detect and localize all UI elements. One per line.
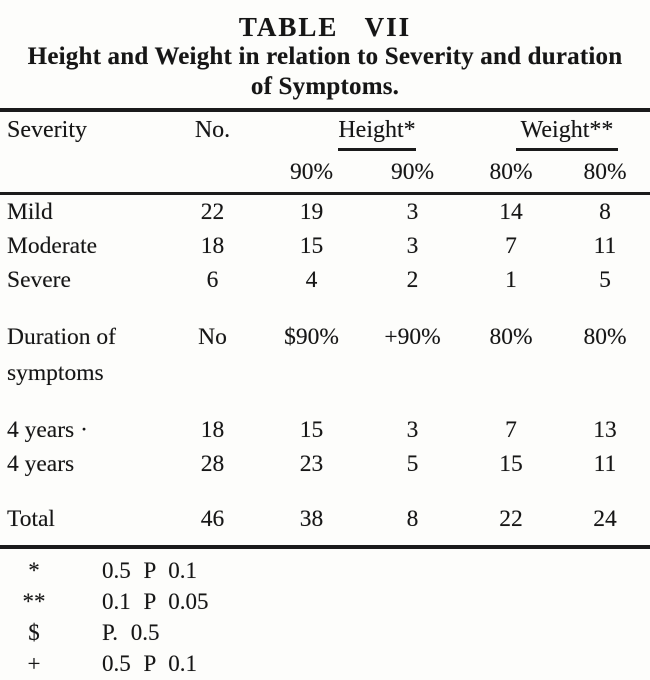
row-label: Total (7, 506, 55, 532)
subheader-empty (0, 157, 165, 187)
cell-weight-80-1: 1 (505, 267, 517, 293)
weight-group-underline (516, 148, 618, 151)
column-group-height-label: Height* (338, 117, 416, 143)
subheader-weight-80-2: 80% (583, 158, 627, 185)
cell-weight-80-1: 7 (505, 417, 517, 443)
cell-height-90-2: 3 (406, 199, 419, 225)
cell-weight-80-2: 8 (599, 199, 611, 225)
cell-weight-80-2: 24 (593, 506, 617, 532)
row-label: 4 years · (7, 417, 88, 443)
subheader-height-90-2: 90% (390, 158, 435, 185)
cell-weight-80-2: 11 (593, 233, 617, 259)
table-top-rule (0, 108, 650, 112)
column-group-height: Height* (260, 114, 462, 151)
cell-no: 6 (206, 267, 219, 293)
cell-weight-80-2: 13 (593, 417, 617, 443)
cell-weight-80-2: 5 (599, 267, 611, 293)
footnote-symbol: $ (28, 620, 40, 645)
cell-height-90-2: 5 (406, 451, 419, 477)
footnote-dollar: $ P. 0.5 (0, 617, 650, 648)
table-row-moderate: Moderate 18 15 3 7 11 (0, 229, 650, 263)
cell-height-90-2: 3 (406, 233, 419, 259)
duration-header-weight-1: 80% (489, 324, 533, 350)
table-subtitle-line1: Height and Weight in relation to Severit… (27, 43, 623, 70)
duration-label-line1: Duration of (7, 324, 116, 350)
table-row-4years-under: 4 years · 18 15 3 7 13 (0, 413, 650, 447)
table-header-row: Severity No. Height* Weight** (0, 114, 650, 151)
table-title: TABLE VII (238, 12, 412, 42)
table-bottom-rule (0, 545, 650, 549)
cell-height-90-2: 3 (406, 417, 419, 443)
duration-section-header-row: Duration of symptoms No $90% +90% 80% 80… (0, 319, 650, 391)
cell-height-90-1: 15 (299, 417, 324, 443)
row-label: Severe (7, 267, 71, 293)
row-label: Moderate (7, 233, 98, 259)
cell-no: 18 (200, 233, 225, 259)
table-row-4years-over: 4 years 28 23 5 15 11 (0, 447, 650, 481)
cell-height-90-1: 19 (299, 199, 324, 225)
table-subtitle-line2: of Symptoms. (250, 73, 400, 100)
duration-header-weight-2: 80% (583, 324, 627, 350)
footnotes: * 0.5 P 0.1 ** 0.1 P 0.05 $ P. 0.5 + 0.5… (0, 555, 650, 679)
footnote-text: 0.5 P 0.1 (102, 651, 197, 676)
table-row-total: Total 46 38 8 22 24 (0, 501, 650, 537)
footnote-asterisk: * 0.5 P 0.1 (0, 555, 650, 586)
footnote-double-asterisk: ** 0.1 P 0.05 (0, 586, 650, 617)
cell-height-90-1: 38 (299, 506, 324, 532)
cell-height-90-1: 23 (299, 451, 324, 477)
cell-height-90-2: 8 (406, 506, 419, 532)
cell-weight-80-1: 14 (499, 199, 523, 225)
column-group-weight-label: Weight** (520, 117, 614, 143)
header-divider-rule (0, 191, 650, 195)
cell-weight-80-2: 11 (593, 451, 617, 477)
cell-weight-80-1: 7 (505, 233, 517, 259)
duration-header-no: No (198, 324, 227, 350)
column-header-no: No. (194, 117, 231, 143)
duration-label-line2: symptoms (7, 360, 104, 386)
subheader-empty (165, 157, 260, 187)
subheader-height-90-1: 90% (289, 158, 334, 185)
duration-header-height-2: +90% (384, 324, 441, 350)
cell-weight-80-1: 15 (499, 451, 523, 477)
footnote-symbol: * (28, 558, 40, 583)
footnote-text: 0.5 P 0.1 (102, 558, 197, 583)
height-group-underline (338, 148, 416, 151)
column-group-weight: Weight** (462, 114, 650, 151)
row-label: Mild (7, 199, 53, 225)
footnote-symbol: ** (22, 589, 46, 614)
cell-height-90-1: 4 (305, 267, 318, 293)
footnote-plus: + 0.5 P 0.1 (0, 648, 650, 679)
duration-section-label: Duration of symptoms (0, 319, 165, 391)
cell-height-90-1: 15 (299, 233, 324, 259)
cell-weight-80-1: 22 (499, 506, 523, 532)
footnote-text: P. 0.5 (102, 620, 160, 645)
cell-no: 46 (200, 506, 225, 532)
cell-no: 22 (200, 199, 225, 225)
subheader-weight-80-1: 80% (489, 158, 533, 185)
cell-no: 28 (200, 451, 225, 477)
row-label: 4 years (7, 451, 75, 477)
table-row-mild: Mild 22 19 3 14 8 (0, 195, 650, 229)
footnote-symbol: + (27, 651, 41, 676)
duration-header-height-1: $90% (284, 324, 339, 350)
cell-height-90-2: 2 (406, 267, 419, 293)
table-row-severe: Severe 6 4 2 1 5 (0, 263, 650, 297)
column-header-severity: Severity (7, 117, 87, 143)
footnote-text: 0.1 P 0.05 (102, 589, 209, 614)
cell-no: 18 (200, 417, 225, 443)
table-subheader-row: 90% 90% 80% 80% (0, 157, 650, 187)
